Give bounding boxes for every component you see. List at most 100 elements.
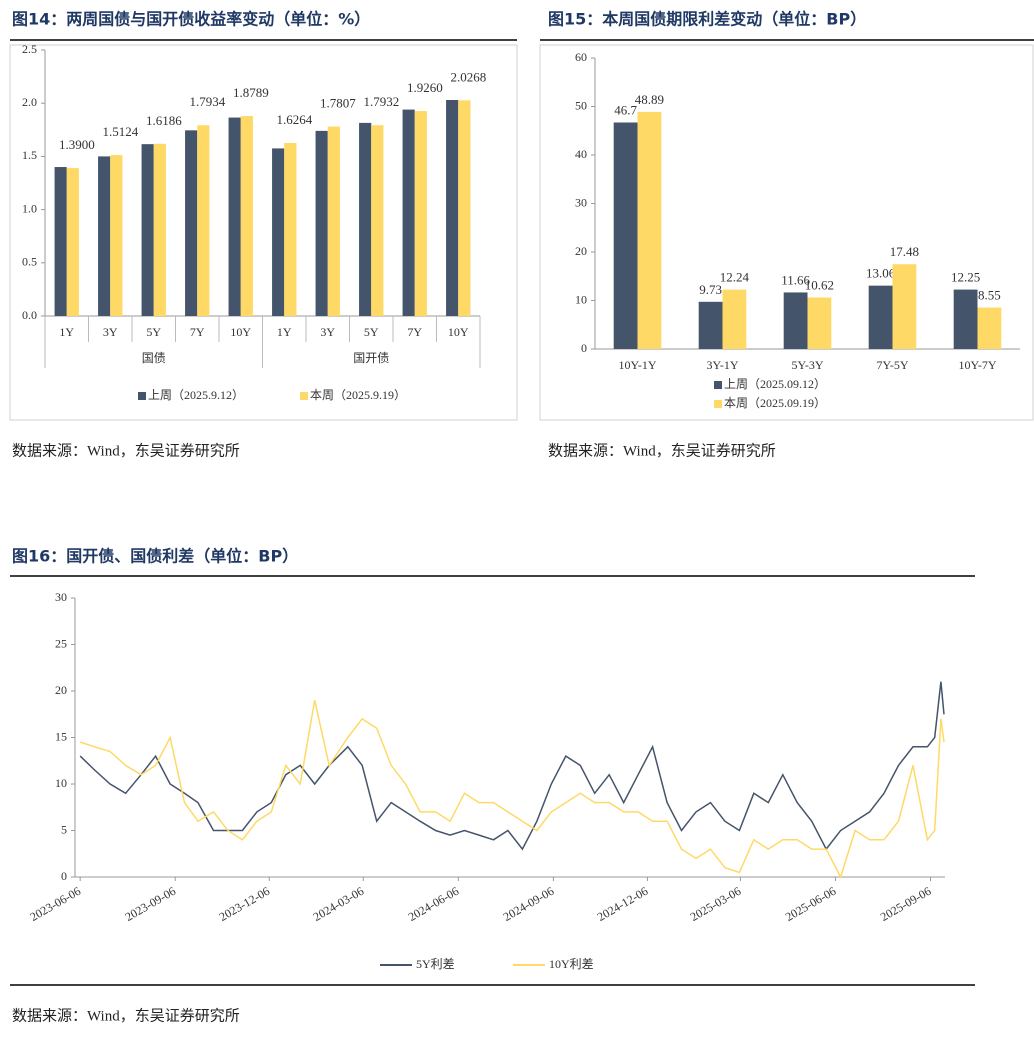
chart-title: 图16：国开债、国债利差（单位：BP）: [12, 547, 298, 566]
data-label: 46.7: [614, 102, 637, 117]
bar: [272, 148, 285, 316]
legend-label: 10Y利差: [549, 957, 594, 971]
x-tick-label: 7Y: [407, 325, 422, 339]
data-label: 11.66: [781, 272, 810, 287]
y-tick-label: 30: [575, 195, 587, 209]
y-tick-label: 15: [55, 729, 67, 743]
data-label: 1.7934: [189, 94, 225, 109]
y-tick-label: 50: [575, 98, 587, 112]
legend-label: 本周（2025.09.19）: [724, 396, 826, 410]
y-tick-label: 0: [61, 869, 67, 883]
bar: [637, 111, 662, 349]
x-tick-label: 3Y-1Y: [707, 358, 739, 372]
bar: [977, 307, 1002, 349]
data-label: 9.73: [699, 282, 722, 297]
data-label: 48.89: [635, 92, 664, 107]
bar: [698, 301, 723, 349]
x-tick-label: 10Y-1Y: [619, 358, 657, 372]
data-label: 1.6264: [276, 112, 312, 127]
legend-swatch: [714, 381, 722, 389]
x-tick-label: 2024-12-06: [595, 884, 650, 924]
y-tick-label: 10: [575, 292, 587, 306]
legend-swatch: [300, 392, 308, 400]
data-label: 13.06: [866, 266, 896, 281]
y-tick-label: 5: [61, 822, 67, 836]
data-label: 1.7807: [320, 96, 356, 111]
bar: [240, 116, 253, 316]
x-tick-label: 2024-03-06: [311, 884, 366, 924]
data-label: 8.55: [978, 288, 1001, 303]
bar: [185, 130, 198, 316]
data-label: 12.24: [720, 270, 750, 285]
y-tick-label: 2.5: [22, 42, 37, 56]
y-tick-label: 30: [55, 590, 67, 604]
legend-label: 上周（2025.9.12）: [148, 388, 244, 402]
y-tick-label: 20: [55, 683, 67, 697]
chart-frame: [539, 44, 1034, 421]
x-tick-label: 1Y: [277, 325, 292, 339]
y-tick-label: 2.0: [22, 95, 37, 109]
bar: [327, 126, 340, 316]
x-tick-label: 10Y-7Y: [959, 358, 997, 372]
bar: [613, 122, 638, 349]
group-label: 国开债: [353, 351, 389, 365]
source-note: 数据来源：Wind，东吴证券研究所: [548, 442, 776, 459]
x-tick-label: 5Y-3Y: [792, 358, 824, 372]
line-series: [79, 681, 945, 851]
x-tick-label: 5Y: [364, 325, 379, 339]
bar: [110, 155, 123, 316]
bar: [371, 125, 384, 316]
bar: [868, 285, 893, 349]
bar: [953, 289, 978, 349]
bar: [807, 297, 832, 349]
data-label: 2.0268: [450, 69, 486, 84]
bar: [66, 168, 79, 316]
x-tick-label: 10Y: [230, 325, 251, 339]
chart-frame: [9, 44, 518, 421]
data-label: 1.3900: [59, 137, 95, 152]
x-tick-label: 2024-06-06: [406, 884, 461, 924]
line-series: [79, 700, 945, 879]
x-tick-label: 2025-09-06: [878, 884, 933, 924]
legend-label: 5Y利差: [416, 957, 455, 971]
x-tick-label: 7Y: [190, 325, 205, 339]
legend-label: 本周（2025.9.19）: [310, 388, 406, 402]
data-label: 1.8789: [233, 85, 269, 100]
data-label: 1.7932: [363, 94, 399, 109]
bar: [153, 143, 166, 316]
y-tick-label: 0.5: [22, 255, 37, 269]
y-tick-label: 10: [55, 776, 67, 790]
bar: [446, 100, 459, 317]
bar: [402, 109, 415, 316]
x-tick-label: 2024-09-06: [501, 884, 556, 924]
data-label: 12.25: [951, 270, 980, 285]
x-tick-label: 3Y: [320, 325, 335, 339]
data-label: 17.48: [890, 244, 919, 259]
bar: [197, 125, 210, 316]
y-tick-label: 1.0: [22, 201, 37, 215]
legend-swatch: [138, 392, 146, 400]
y-tick-label: 1.5: [22, 148, 37, 162]
group-label: 国债: [142, 351, 166, 365]
bar: [783, 292, 808, 349]
data-label: 1.9260: [407, 80, 443, 95]
chart-title: 图14：两周国债与国开债收益率变动（单位：%）: [12, 10, 370, 29]
bar: [315, 130, 328, 316]
x-tick-label: 3Y: [103, 325, 118, 339]
y-tick-label: 0: [581, 341, 587, 355]
x-tick-label: 2023-12-06: [217, 884, 272, 924]
bar: [284, 142, 297, 316]
y-tick-label: 20: [575, 244, 587, 258]
x-tick-label: 2023-06-06: [28, 884, 83, 924]
legend-label: 上周（2025.09.12）: [724, 377, 826, 391]
x-tick-label: 5Y: [146, 325, 161, 339]
source-note: 数据来源：Wind，东吴证券研究所: [12, 442, 240, 459]
bar: [414, 111, 427, 316]
y-tick-label: 25: [55, 636, 67, 650]
x-tick-label: 7Y-5Y: [877, 358, 909, 372]
bar: [359, 122, 372, 316]
bar: [722, 289, 747, 349]
x-tick-label: 10Y: [448, 325, 469, 339]
chart-title: 图15：本周国债期限利差变动（单位：BP）: [548, 10, 866, 29]
